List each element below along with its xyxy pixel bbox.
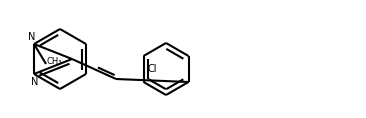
Text: Cl: Cl [147, 64, 157, 74]
Text: N: N [31, 77, 39, 87]
Text: N: N [28, 32, 36, 42]
Text: CH₃: CH₃ [46, 57, 61, 66]
